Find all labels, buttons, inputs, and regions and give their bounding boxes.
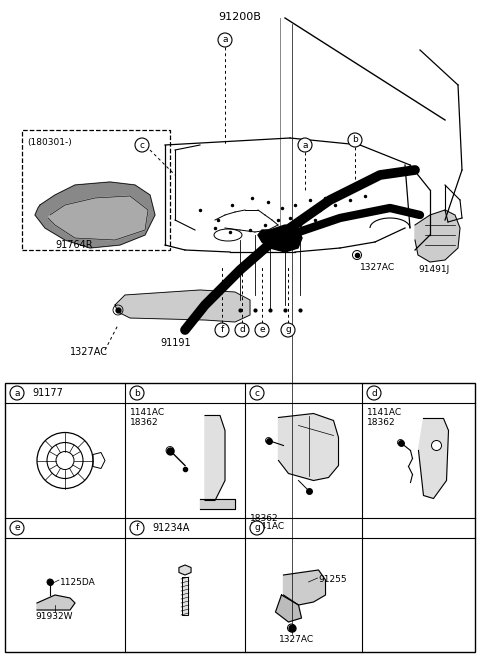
Text: 1141AC: 1141AC (130, 408, 165, 417)
Text: 91932W: 91932W (35, 612, 72, 621)
Text: d: d (239, 325, 245, 335)
Text: a: a (222, 35, 228, 45)
Text: 1141AC: 1141AC (367, 408, 402, 417)
Polygon shape (179, 565, 191, 575)
Circle shape (432, 440, 442, 451)
Text: e: e (259, 325, 265, 335)
Circle shape (255, 323, 269, 337)
Circle shape (130, 386, 144, 400)
Polygon shape (419, 419, 448, 499)
Text: 91764R: 91764R (55, 240, 93, 250)
Circle shape (135, 138, 149, 152)
Circle shape (298, 138, 312, 152)
Text: 91255: 91255 (319, 575, 347, 584)
Text: 1327AC: 1327AC (278, 635, 313, 644)
Text: 91177: 91177 (32, 388, 63, 398)
Text: 1327AC: 1327AC (70, 347, 108, 357)
Circle shape (250, 521, 264, 535)
Polygon shape (278, 413, 338, 480)
Circle shape (281, 323, 295, 337)
Text: 91491J: 91491J (418, 265, 449, 274)
Circle shape (130, 521, 144, 535)
Text: g: g (254, 523, 260, 533)
Circle shape (367, 386, 381, 400)
Text: c: c (254, 388, 260, 398)
Polygon shape (182, 577, 188, 615)
Polygon shape (284, 570, 325, 605)
Text: 91200B: 91200B (218, 12, 262, 22)
Bar (5, 383, 475, 652)
Text: 1327AC: 1327AC (360, 263, 395, 272)
Circle shape (10, 386, 24, 400)
Circle shape (10, 521, 24, 535)
Polygon shape (200, 499, 235, 508)
Polygon shape (415, 210, 460, 262)
Text: 18362: 18362 (130, 418, 158, 427)
Circle shape (235, 323, 249, 337)
Bar (22, 130, 170, 250)
Text: d: d (371, 388, 377, 398)
Text: b: b (352, 136, 358, 144)
Text: 1141AC: 1141AC (250, 522, 285, 531)
Polygon shape (258, 225, 302, 252)
Circle shape (348, 133, 362, 147)
Polygon shape (276, 595, 301, 622)
Circle shape (250, 386, 264, 400)
Polygon shape (35, 182, 155, 248)
Polygon shape (205, 415, 225, 501)
Text: c: c (140, 140, 144, 150)
Text: 1125DA: 1125DA (60, 578, 96, 587)
Polygon shape (115, 290, 250, 322)
Text: 91191: 91191 (160, 338, 191, 348)
Text: b: b (134, 388, 140, 398)
Text: f: f (135, 523, 139, 533)
Circle shape (215, 323, 229, 337)
Text: 18362: 18362 (367, 418, 396, 427)
Polygon shape (37, 595, 75, 610)
Text: a: a (302, 140, 308, 150)
Text: a: a (14, 388, 20, 398)
Text: 91234A: 91234A (152, 523, 190, 533)
Polygon shape (48, 196, 148, 240)
Text: f: f (220, 325, 224, 335)
Text: 18362: 18362 (250, 514, 278, 523)
Circle shape (218, 33, 232, 47)
Text: (180301-): (180301-) (27, 138, 72, 147)
Text: g: g (285, 325, 291, 335)
Text: e: e (14, 523, 20, 533)
